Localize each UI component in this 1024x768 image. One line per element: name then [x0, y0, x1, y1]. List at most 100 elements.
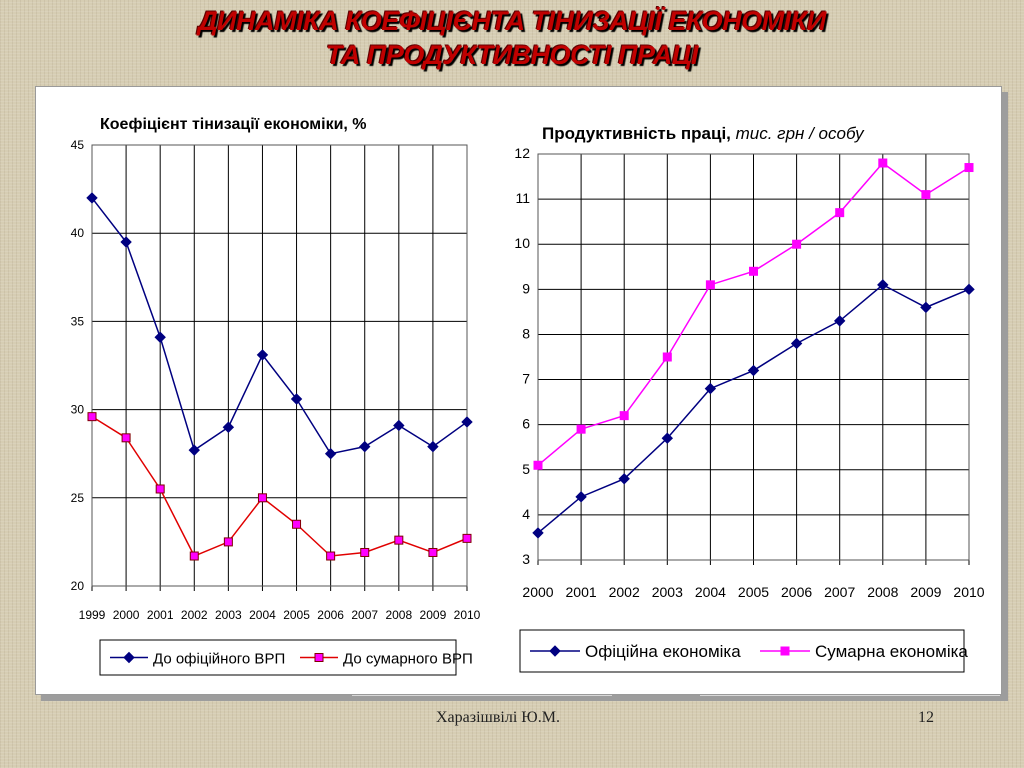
- labor-productivity-chart: Продуктивність праці, тис. грн / особу 3 4…: [514, 124, 985, 673]
- slide-title: ДИНАМІКА КОЕФІЦІЄНТА ТІНИЗАЦІЇ ЕКОНОМІКИ…: [0, 4, 1024, 72]
- data-point-square: [792, 239, 802, 249]
- data-point-square: [705, 280, 715, 290]
- legend-marker-diamond: [549, 645, 561, 657]
- chart-title-unit: тис. грн / особу: [736, 124, 866, 143]
- chart-title: Коефіцієнт тінизації економіки, %: [100, 116, 367, 133]
- data-point-square: [223, 537, 233, 547]
- y-tick-label: 25: [71, 491, 85, 505]
- y-tick-label: 11: [515, 190, 530, 206]
- data-point-square: [189, 551, 199, 561]
- data-point-diamond: [575, 491, 587, 503]
- y-tick-label: 30: [71, 403, 85, 417]
- y-tick-label: 5: [522, 461, 530, 477]
- x-tick-label: 2001: [147, 608, 174, 622]
- data-point-square: [428, 547, 438, 557]
- data-point-diamond: [618, 473, 630, 485]
- y-tick-label: 35: [71, 314, 85, 328]
- plot-area-border: [91, 144, 468, 587]
- data-point-square: [360, 547, 370, 557]
- y-tick-label: 20: [71, 579, 85, 593]
- x-tick-label: 2005: [283, 608, 310, 622]
- data-point-diamond: [461, 416, 473, 428]
- data-point-diamond: [963, 283, 975, 296]
- data-point-square: [121, 433, 131, 443]
- footer-author: Харазішвілі Ю.М.: [436, 709, 560, 726]
- legend-marker-square: [780, 646, 790, 656]
- chart-title: Продуктивність праці, тис. грн / особу: [542, 124, 865, 143]
- x-tick-label: 2004: [695, 584, 726, 600]
- y-tick-label: 4: [522, 506, 530, 522]
- data-point-diamond: [120, 236, 132, 248]
- x-tick-label: 2005: [738, 584, 769, 600]
- y-tick-label: 45: [71, 138, 85, 152]
- x-tick-label: 2010: [454, 608, 481, 622]
- data-point-square: [87, 412, 97, 422]
- data-point-diamond: [86, 192, 98, 204]
- x-tick-label: 2000: [113, 608, 140, 622]
- data-point-diamond: [188, 444, 200, 456]
- data-point-square: [257, 493, 267, 503]
- x-tick-label: 2002: [181, 608, 208, 622]
- data-point-square: [835, 208, 845, 218]
- legend-marker-square: [314, 653, 324, 662]
- legend-box: [519, 629, 965, 673]
- data-point-diamond: [359, 440, 371, 453]
- data-point-square: [619, 411, 629, 421]
- chart-title-text: Продуктивність праці,: [542, 124, 736, 143]
- y-tick-label: 10: [514, 235, 530, 251]
- y-tick-label: 8: [522, 325, 530, 341]
- data-point-diamond: [256, 349, 269, 361]
- legend-box: [99, 639, 457, 676]
- data-point-square: [964, 163, 974, 173]
- data-point-diamond: [324, 447, 337, 460]
- data-point-square: [394, 535, 404, 545]
- data-point-diamond: [154, 331, 166, 343]
- data-point-square: [749, 266, 758, 276]
- x-tick-label: 2010: [953, 584, 984, 600]
- data-point-square: [576, 424, 586, 434]
- x-tick-label: 2001: [566, 584, 597, 600]
- data-point-diamond: [290, 393, 303, 405]
- y-tick-label: 9: [522, 280, 530, 296]
- data-point-square: [921, 190, 931, 200]
- x-tick-label: 2009: [420, 608, 447, 622]
- data-point-diamond: [661, 432, 674, 444]
- x-tick-label: 2003: [215, 608, 242, 622]
- x-tick-label: 2000: [522, 584, 553, 600]
- data-point-square: [878, 158, 888, 168]
- series-line: [91, 197, 468, 455]
- data-point-diamond: [790, 337, 803, 350]
- legend-label: До офіційного ВРП: [153, 651, 285, 668]
- x-tick-label: 2006: [317, 608, 344, 622]
- data-point-square: [292, 519, 302, 529]
- footer-divider: [700, 695, 1000, 696]
- data-point-square: [662, 352, 672, 362]
- x-tick-label: 2003: [652, 584, 683, 600]
- y-tick-label: 6: [522, 416, 530, 432]
- data-point-diamond: [877, 279, 889, 291]
- data-point-diamond: [427, 440, 439, 453]
- data-point-square: [533, 460, 543, 470]
- y-tick-label: 3: [522, 551, 530, 567]
- data-point-diamond: [920, 301, 932, 314]
- y-tick-label: 7: [522, 371, 530, 387]
- x-tick-label: 2008: [867, 584, 898, 600]
- x-tick-label: 2007: [824, 584, 855, 600]
- data-point-diamond: [704, 382, 717, 395]
- data-point-diamond: [532, 527, 544, 539]
- series-line: [91, 416, 468, 557]
- slide-title-line2: ТА ПРОДУКТИВНОСТІ ПРАЦІ: [325, 40, 699, 70]
- charts-panel: Коефіцієнт тінизації економіки, % 20 25 30 3…: [35, 86, 1002, 695]
- footer-page-number: 12: [918, 709, 934, 726]
- legend-label: Сумарна економіка: [815, 642, 968, 661]
- legend-label: Офіційна економіка: [585, 642, 741, 661]
- x-tick-label: 2006: [781, 584, 812, 600]
- x-tick-label: 2004: [249, 608, 276, 622]
- x-tick-label: 2009: [910, 584, 941, 600]
- data-point-diamond: [393, 419, 405, 432]
- data-point-square: [462, 533, 472, 543]
- data-point-diamond: [222, 421, 235, 433]
- y-tick-label: 12: [514, 145, 530, 161]
- x-tick-label: 2002: [609, 584, 640, 600]
- x-tick-label: 2007: [351, 608, 378, 622]
